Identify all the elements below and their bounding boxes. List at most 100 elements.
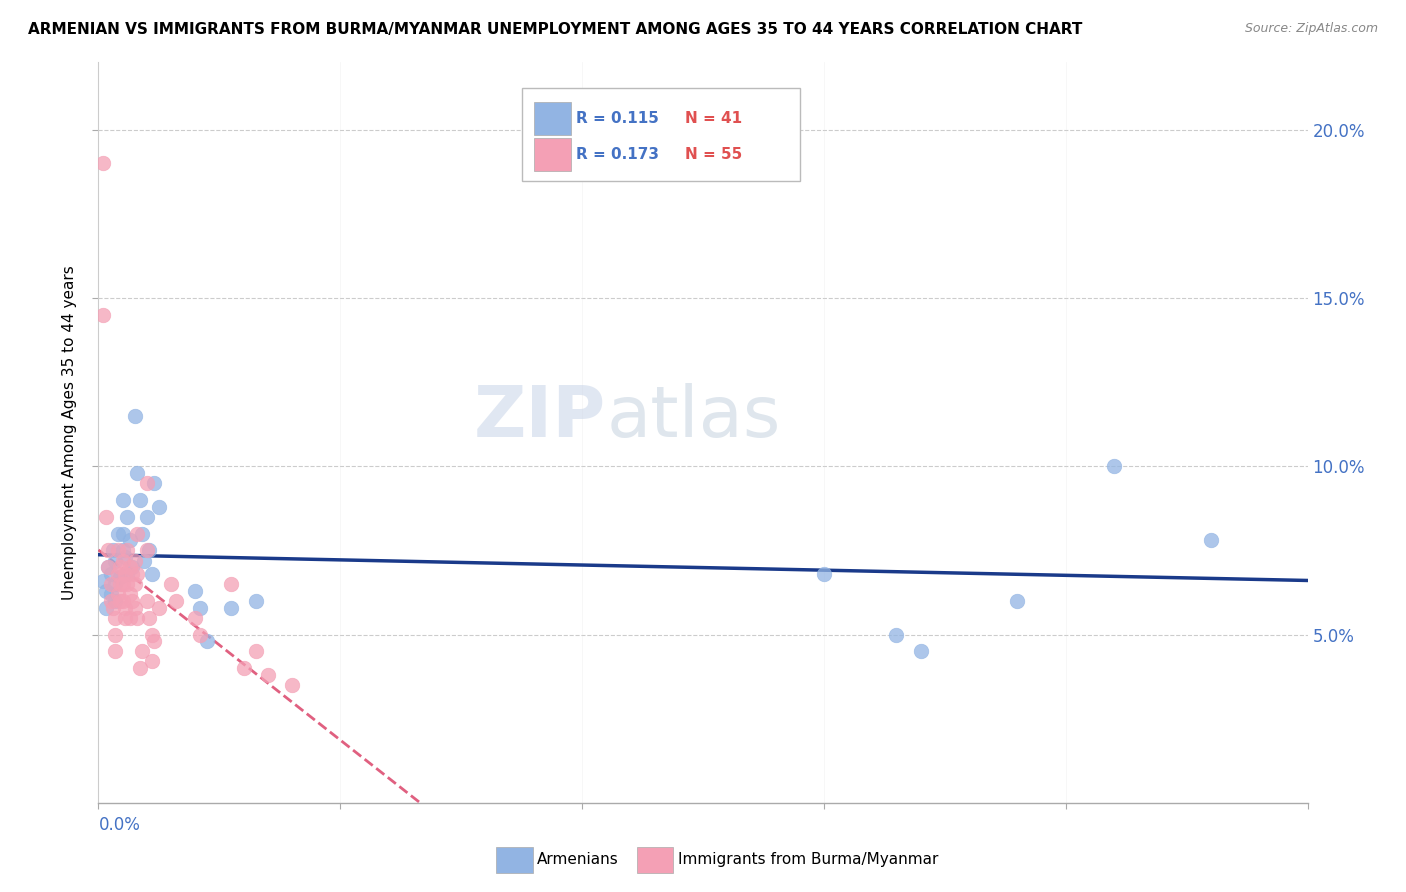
Point — [245, 594, 267, 608]
Point — [107, 566, 129, 581]
Point — [138, 610, 160, 624]
Point — [160, 577, 183, 591]
Point — [143, 476, 166, 491]
Point — [135, 543, 157, 558]
Point — [1199, 533, 1222, 548]
Point — [111, 553, 134, 567]
Point — [108, 594, 131, 608]
Point — [184, 583, 207, 598]
Point — [184, 610, 207, 624]
Point — [111, 492, 134, 507]
Point — [100, 587, 122, 601]
Point — [121, 566, 143, 581]
Point — [117, 509, 139, 524]
Point — [91, 156, 114, 170]
Point — [245, 644, 267, 658]
Point — [127, 610, 149, 624]
Point — [135, 594, 157, 608]
Point — [121, 594, 143, 608]
Point — [107, 587, 129, 601]
Point — [128, 661, 150, 675]
Point — [232, 661, 254, 675]
Point — [114, 600, 136, 615]
Point — [1007, 594, 1029, 608]
Point — [165, 594, 187, 608]
Point — [127, 566, 149, 581]
Point — [135, 509, 157, 524]
Point — [143, 634, 166, 648]
Point — [131, 526, 153, 541]
Point — [114, 610, 136, 624]
Point — [131, 644, 153, 658]
Point — [94, 600, 117, 615]
Point — [195, 634, 218, 648]
FancyBboxPatch shape — [522, 88, 800, 181]
FancyBboxPatch shape — [534, 138, 571, 170]
Point — [108, 560, 131, 574]
Point — [107, 543, 129, 558]
Point — [101, 543, 124, 558]
Point — [124, 577, 146, 591]
Point — [111, 577, 134, 591]
Point — [100, 594, 122, 608]
Point — [104, 594, 127, 608]
Point — [97, 560, 120, 574]
Point — [121, 560, 143, 574]
Text: N = 55: N = 55 — [685, 147, 742, 161]
Point — [127, 466, 149, 480]
Point — [141, 655, 163, 669]
Point — [100, 577, 122, 591]
Point — [128, 492, 150, 507]
Text: R = 0.173: R = 0.173 — [576, 147, 659, 161]
Text: ARMENIAN VS IMMIGRANTS FROM BURMA/MYANMAR UNEMPLOYMENT AMONG AGES 35 TO 44 YEARS: ARMENIAN VS IMMIGRANTS FROM BURMA/MYANMA… — [28, 22, 1083, 37]
Point — [910, 644, 932, 658]
Point — [94, 583, 117, 598]
Point — [1102, 459, 1125, 474]
Point — [141, 627, 163, 641]
Point — [138, 543, 160, 558]
Point — [114, 566, 136, 581]
Point — [188, 627, 211, 641]
Point — [118, 610, 141, 624]
Point — [221, 577, 243, 591]
Point — [281, 678, 304, 692]
Point — [124, 409, 146, 423]
Point — [221, 600, 243, 615]
Point — [101, 600, 124, 615]
Point — [124, 553, 146, 567]
Point — [127, 526, 149, 541]
Point — [104, 644, 127, 658]
Point — [91, 574, 114, 588]
Point — [118, 533, 141, 548]
Point — [114, 550, 136, 565]
Point — [111, 543, 134, 558]
Point — [188, 600, 211, 615]
Point — [107, 526, 129, 541]
Point — [97, 543, 120, 558]
Point — [108, 577, 131, 591]
Point — [124, 600, 146, 615]
Point — [813, 566, 835, 581]
Y-axis label: Unemployment Among Ages 35 to 44 years: Unemployment Among Ages 35 to 44 years — [62, 265, 77, 600]
Point — [134, 553, 156, 567]
Point — [111, 526, 134, 541]
Point — [104, 553, 127, 567]
Point — [104, 627, 127, 641]
Point — [141, 566, 163, 581]
Point — [100, 566, 122, 581]
FancyBboxPatch shape — [534, 103, 571, 135]
Point — [117, 577, 139, 591]
Point — [104, 577, 127, 591]
Text: Source: ZipAtlas.com: Source: ZipAtlas.com — [1244, 22, 1378, 36]
Point — [135, 476, 157, 491]
Point — [108, 570, 131, 584]
Point — [256, 668, 278, 682]
Text: Armenians: Armenians — [537, 853, 619, 867]
Text: ZIP: ZIP — [474, 384, 606, 452]
Point — [111, 594, 134, 608]
Text: 0.0%: 0.0% — [98, 816, 141, 834]
Text: Immigrants from Burma/Myanmar: Immigrants from Burma/Myanmar — [678, 853, 938, 867]
Text: atlas: atlas — [606, 384, 780, 452]
Point — [118, 587, 141, 601]
Point — [118, 560, 141, 574]
